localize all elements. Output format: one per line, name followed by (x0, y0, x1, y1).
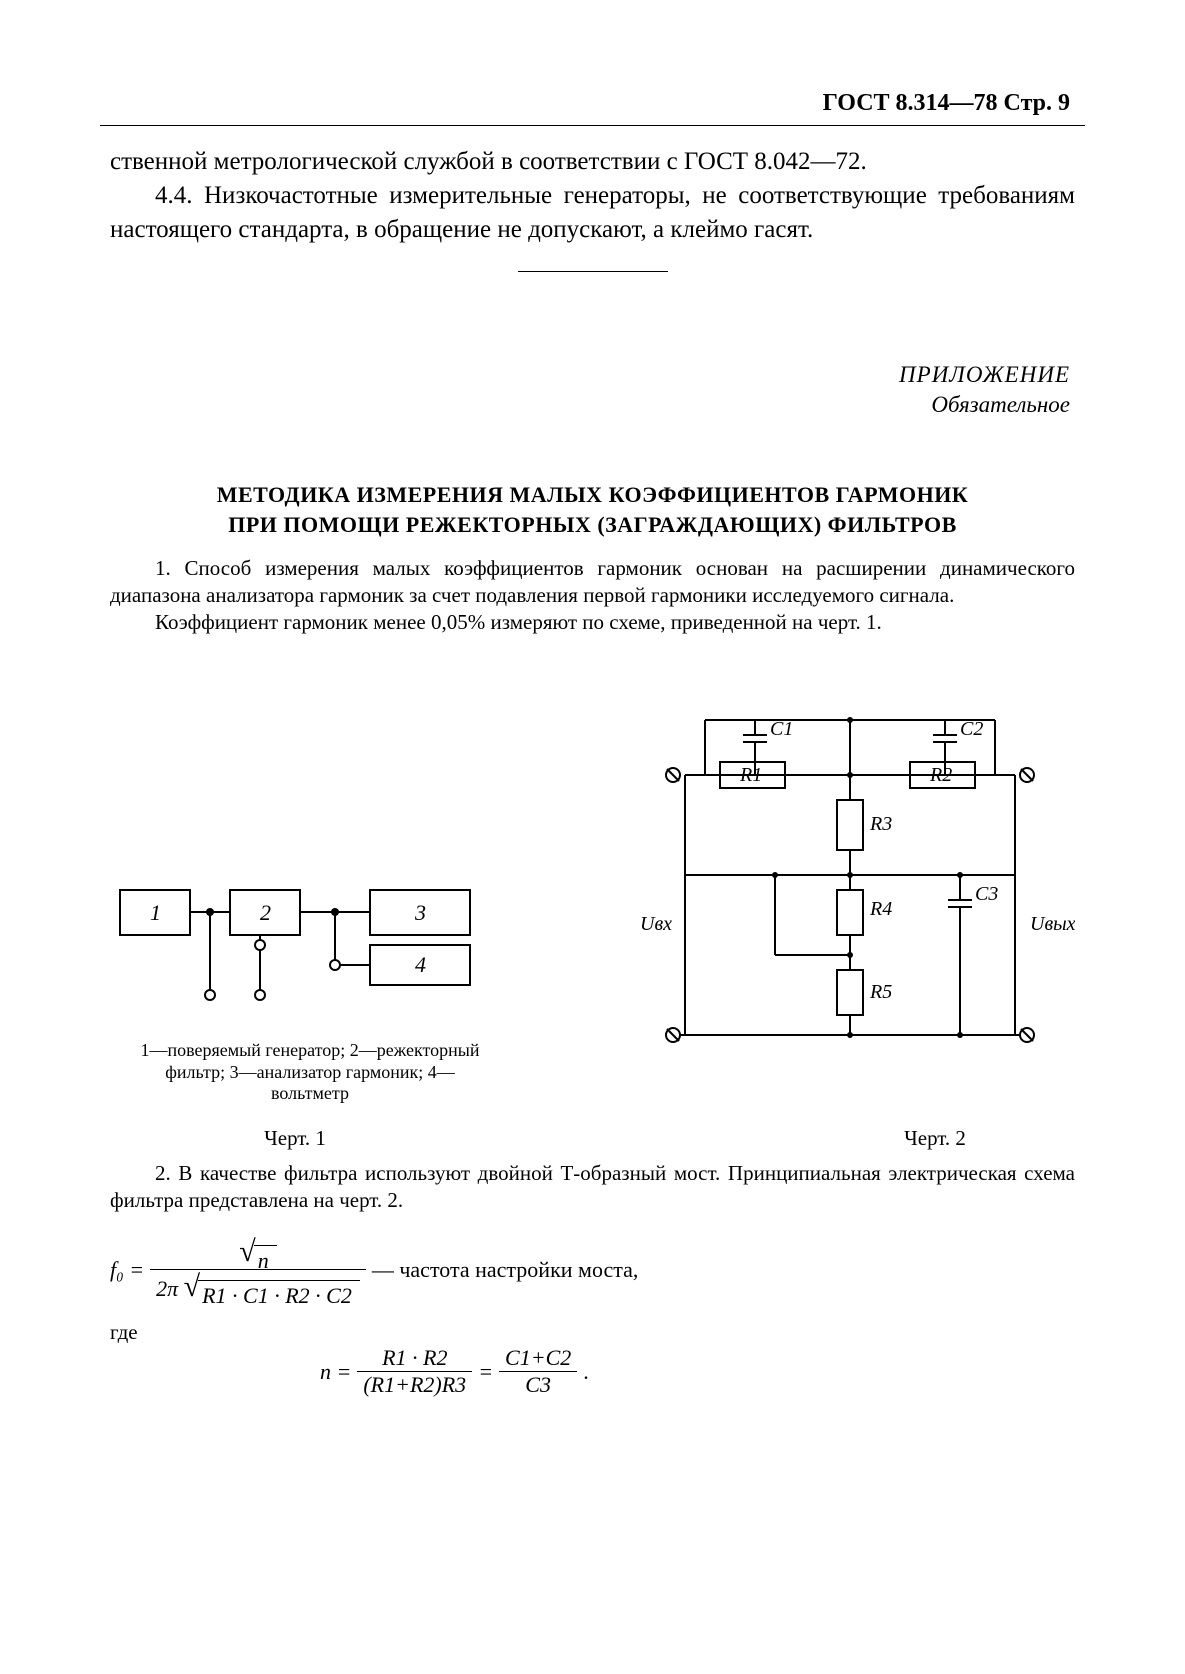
method-title-l1: МЕТОДИКА ИЗМЕРЕНИЯ МАЛЫХ КОЭФФИЦИЕНТОВ Г… (110, 480, 1075, 510)
svg-text:Uвых: Uвых (1030, 913, 1075, 935)
svg-text:Uвх: Uвх (640, 913, 672, 935)
svg-text:C2: C2 (960, 718, 983, 740)
svg-text:2: 2 (260, 900, 271, 925)
svg-text:R2: R2 (929, 764, 952, 786)
svg-text:R4: R4 (869, 898, 892, 920)
f0-fraction: √n 2π √R1 · C1 · R2 · C2 (150, 1235, 366, 1304)
sqrt-n-icon: √n (239, 1235, 276, 1269)
figure-1-legend: 1—поверяемый генератор; 2—режекторный фи… (130, 1040, 490, 1105)
annex-heading: ПРИЛОЖЕНИЕ Обязательное (899, 360, 1070, 420)
method-p2: Коэффициент гармоник менее 0,05% измеряю… (110, 609, 1075, 636)
page: ГОСТ 8.314—78 Стр. 9 ственной метрологич… (0, 0, 1185, 1674)
svg-text:R3: R3 (869, 813, 892, 835)
method-body: 1. Способ измерения малых коэффициентов … (110, 555, 1075, 636)
f0-lhs: f₀ = (110, 1257, 144, 1283)
paragraph-2: 2. В качестве фильтра используют двойной… (110, 1160, 1075, 1215)
n-frac2: C1+C2 C3 (499, 1345, 577, 1398)
figure-2: C1 C2 R1 R2 (625, 700, 1075, 1065)
cont-p2: 4.4. Низкочастотные измерительные генера… (110, 179, 1075, 247)
svg-text:R5: R5 (869, 981, 892, 1003)
svg-text:R1: R1 (739, 764, 762, 786)
sqrt-rc-icon: √R1 · C1 · R2 · C2 (184, 1270, 360, 1304)
annex-line2: Обязательное (899, 390, 1070, 420)
n-lhs: n = (320, 1359, 351, 1385)
where-label: где (110, 1320, 138, 1345)
method-p1: 1. Способ измерения малых коэффициентов … (110, 555, 1075, 609)
header-rule (100, 125, 1085, 126)
svg-text:C1: C1 (770, 718, 793, 740)
figure-2-caption: Черт. 2 (835, 1126, 1035, 1151)
n-frac1: R1 · R2 (R1+R2)R3 (357, 1345, 472, 1398)
formula-f0: f₀ = √n 2π √R1 · C1 · R2 · C2 — частота … (110, 1235, 1075, 1304)
figure-1-caption: Черт. 1 (130, 1126, 460, 1151)
n-tail: . (583, 1359, 589, 1385)
f0-desc: — частота настройки моста, (372, 1257, 639, 1283)
svg-text:3: 3 (414, 900, 426, 925)
figures-row: 1 2 3 4 (110, 700, 1075, 1180)
continuation-text: ственной метрологической службой в соотв… (110, 145, 1075, 272)
para2-text: 2. В качестве фильтра используют двойной… (110, 1160, 1075, 1215)
svg-text:C3: C3 (975, 883, 998, 905)
page-header-right: ГОСТ 8.314—78 Стр. 9 (823, 90, 1070, 117)
figure-2-svg: C1 C2 R1 R2 (625, 700, 1075, 1060)
formula-n: n = R1 · R2 (R1+R2)R3 = C1+C2 C3 . (320, 1345, 589, 1398)
f0-den-prefix: 2π (156, 1276, 178, 1301)
annex-line1: ПРИЛОЖЕНИЕ (899, 360, 1070, 390)
method-title-l2: ПРИ ПОМОЩИ РЕЖЕКТОРНЫХ (ЗАГРАЖДАЮЩИХ) ФИ… (110, 510, 1075, 540)
figure-1: 1 2 3 4 (110, 830, 490, 1035)
figure-1-svg: 1 2 3 4 (110, 830, 490, 1030)
method-title: МЕТОДИКА ИЗМЕРЕНИЯ МАЛЫХ КОЭФФИЦИЕНТОВ Г… (110, 480, 1075, 539)
cont-p1: ственной метрологической службой в соотв… (110, 145, 1075, 179)
n-eq-mid: = (478, 1359, 493, 1385)
section-divider (518, 271, 668, 272)
svg-text:4: 4 (415, 952, 426, 977)
svg-text:1: 1 (150, 900, 161, 925)
